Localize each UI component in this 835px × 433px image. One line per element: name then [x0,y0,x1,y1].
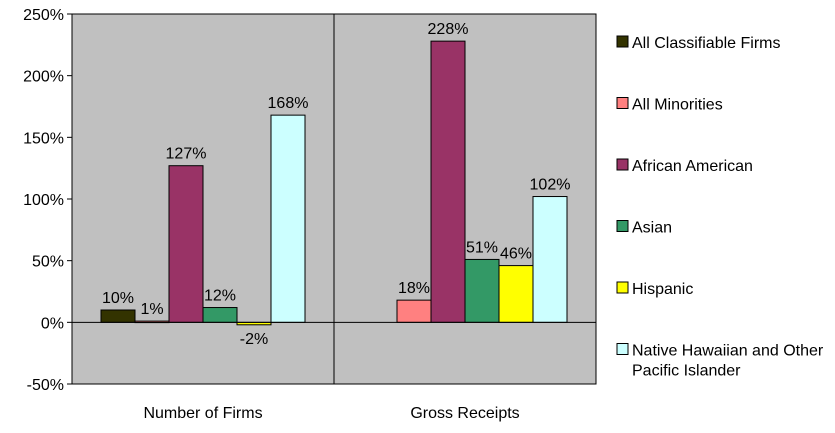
data-labels: 10% 1% 127% 12% -2% 168% 18% 228% 51% 46% 102% [102,21,570,348]
legend: All Classifiable Firms All Minorities Afri… [616,35,824,380]
legend-swatch [616,158,629,171]
y-tick-label: 200% [23,69,64,86]
x-category-label: Gross Receipts [410,405,519,422]
legend-swatch [616,343,629,355]
bars [71,40,597,328]
data-label: 51% [466,239,498,256]
y-tick-label: 150% [23,130,64,147]
legend-label: Asian [632,220,672,237]
y-tick-label: 100% [23,192,64,209]
y-tick-label: 250% [23,7,64,24]
data-label: 1% [140,301,163,318]
data-label: 46% [500,246,532,263]
data-label: 12% [204,288,236,305]
legend-swatch [616,97,629,109]
legend-label: All Minorities [632,97,723,114]
legend-swatch [616,220,629,232]
legend-label: Native Hawaiian and Other Pacific Islande… [632,343,824,380]
legend-label-line: African American [632,158,753,175]
legend-label-line: Hispanic [632,281,693,298]
bar [430,40,466,323]
data-label: 127% [166,146,207,163]
legend-label-line: Pacific Islander [632,363,741,380]
legend-label-line: All Classifiable Firms [632,35,780,52]
bar [498,265,534,323]
bar [532,196,568,323]
y-tick-label: -50% [27,377,64,394]
y-tick-label: 50% [32,254,64,271]
y-tick-label: 0% [41,315,64,332]
data-label: -2% [240,331,268,348]
bar [168,165,204,323]
data-label: 18% [398,280,430,297]
bar [100,309,136,323]
bar [464,258,500,323]
legend-label: All Classifiable Firms [632,35,780,52]
legend-swatch [616,281,629,294]
legend-label: Hispanic [632,281,693,298]
legend-label-line: All Minorities [632,97,723,114]
bar [396,299,432,323]
legend-label-line: Native Hawaiian and Other [632,343,824,360]
x-axis-labels: Number of Firms Gross Receipts [143,405,519,422]
legend-label-line: Asian [632,220,672,237]
data-label: 228% [428,21,469,38]
bar [202,307,238,323]
data-label: 102% [530,177,571,194]
x-category-label: Number of Firms [143,405,262,422]
y-axis: 250% 200% 150% 100% 50% 0% -50% [23,7,72,394]
legend-label: African American [632,158,753,175]
data-label: 10% [102,290,134,307]
data-label: 168% [268,95,309,112]
legend-swatch [616,35,629,48]
bar [270,114,306,323]
